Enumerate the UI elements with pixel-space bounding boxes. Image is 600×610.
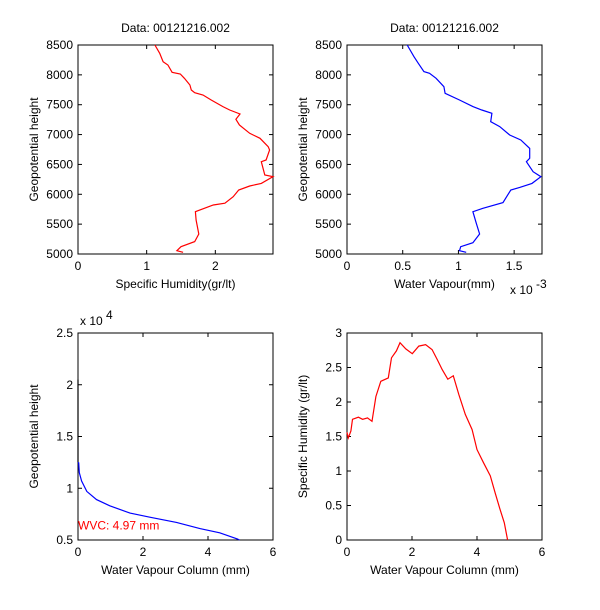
y-tick-label: 8500 <box>315 38 342 52</box>
plot-area <box>77 44 274 255</box>
subplot-4: 0 2 4 6 0 0.5 1 1.5 2 2.5 3 Water Vapour Column (mm… <box>296 326 546 577</box>
y-tick-label: 2.5 <box>325 361 342 375</box>
y-tick-label: 0.5 <box>56 533 73 547</box>
y-axis-label: Specific Humidity (gr/lt) <box>296 375 310 498</box>
y-tick-label: 3 <box>335 326 342 340</box>
y-tick-label: 8500 <box>46 38 73 52</box>
x-axis-label: Water Vapour Column (mm) <box>370 563 519 577</box>
y-tick-label: 7000 <box>46 128 73 142</box>
y-axis-label: Geopotential height <box>27 97 41 202</box>
axis-exponent-power: 4 <box>106 308 113 322</box>
y-tick-label: 6000 <box>46 187 73 201</box>
y-tick-label: 5000 <box>46 247 73 261</box>
x-tick-label: 0 <box>344 259 351 273</box>
x-tick-label: 0 <box>344 545 351 559</box>
x-tick-label: 0.5 <box>394 259 411 273</box>
chart-title: Data: 00121216.002 <box>390 21 499 35</box>
y-tick-label: 0 <box>335 533 342 547</box>
y-tick-label: 1.5 <box>56 430 73 444</box>
x-tick-label: 4 <box>205 545 212 559</box>
plot-area <box>77 332 274 541</box>
y-tick-label: 6500 <box>315 157 342 171</box>
y-tick-label: 5500 <box>46 217 73 231</box>
x-tick-label: 6 <box>539 545 546 559</box>
x-axis-label: Water Vapour(mm) <box>394 277 495 291</box>
subplot-1: 0 1 2 5000 5500 6000 6500 7000 7500 8000 8500 Data:… <box>27 21 275 291</box>
y-tick-label: 8000 <box>315 68 342 82</box>
y-tick-label: 6000 <box>315 187 342 201</box>
y-tick-label: 7500 <box>315 98 342 112</box>
x-tick-label: 0 <box>75 259 82 273</box>
y-tick-label: 0.5 <box>325 499 342 513</box>
axis-exponent-label: x 10 <box>510 283 533 297</box>
series-line-1 <box>346 341 509 541</box>
y-axis-label: Geopotential height <box>27 384 41 489</box>
wvc-annotation: WVC: 4.97 mm <box>78 519 159 533</box>
x-tick-label: 2 <box>140 545 147 559</box>
y-tick-label: 1 <box>66 481 73 495</box>
plot-area <box>346 332 543 541</box>
plot-area <box>346 44 543 255</box>
subplot-2: 0 0.5 1 1.5 5000 5500 6000 6500 7000 7500 8000 8500… <box>296 21 547 297</box>
x-tick-label: 1.5 <box>506 259 523 273</box>
x-axis-label: Water Vapour Column (mm) <box>101 563 250 577</box>
y-tick-label: 7000 <box>315 128 342 142</box>
subplot-3: 0 2 4 6 0.5 1 1.5 2 2.5 Water Vapour Column (mm) G… <box>27 308 277 577</box>
x-tick-label: 2 <box>409 545 416 559</box>
y-tick-label: 1.5 <box>325 430 342 444</box>
y-tick-label: 7500 <box>46 98 73 112</box>
series-line-1 <box>154 44 275 253</box>
x-tick-label: 6 <box>270 545 277 559</box>
y-tick-label: 2 <box>335 395 342 409</box>
y-tick-label: 6500 <box>46 157 73 171</box>
series-line-1 <box>406 44 542 253</box>
x-tick-label: 1 <box>143 259 150 273</box>
axis-exponent-power: -3 <box>536 277 547 291</box>
series-line-2 <box>77 461 240 541</box>
y-tick-label: 1 <box>335 464 342 478</box>
y-tick-label: 5500 <box>315 217 342 231</box>
y-tick-label: 2 <box>66 378 73 392</box>
x-tick-label: 0 <box>75 545 82 559</box>
y-tick-label: 8000 <box>46 68 73 82</box>
x-tick-label: 1 <box>455 259 462 273</box>
y-tick-label: 5000 <box>315 247 342 261</box>
y-axis-label: Geopotential height <box>296 97 310 202</box>
x-tick-label: 2 <box>212 259 219 273</box>
y-tick-label: 2.5 <box>56 326 73 340</box>
chart-title: Data: 00121216.002 <box>121 21 230 35</box>
x-axis-label: Specific Humidity(gr/lt) <box>115 277 235 291</box>
axis-exponent-label: x 10 <box>80 314 103 328</box>
x-tick-label: 4 <box>474 545 481 559</box>
